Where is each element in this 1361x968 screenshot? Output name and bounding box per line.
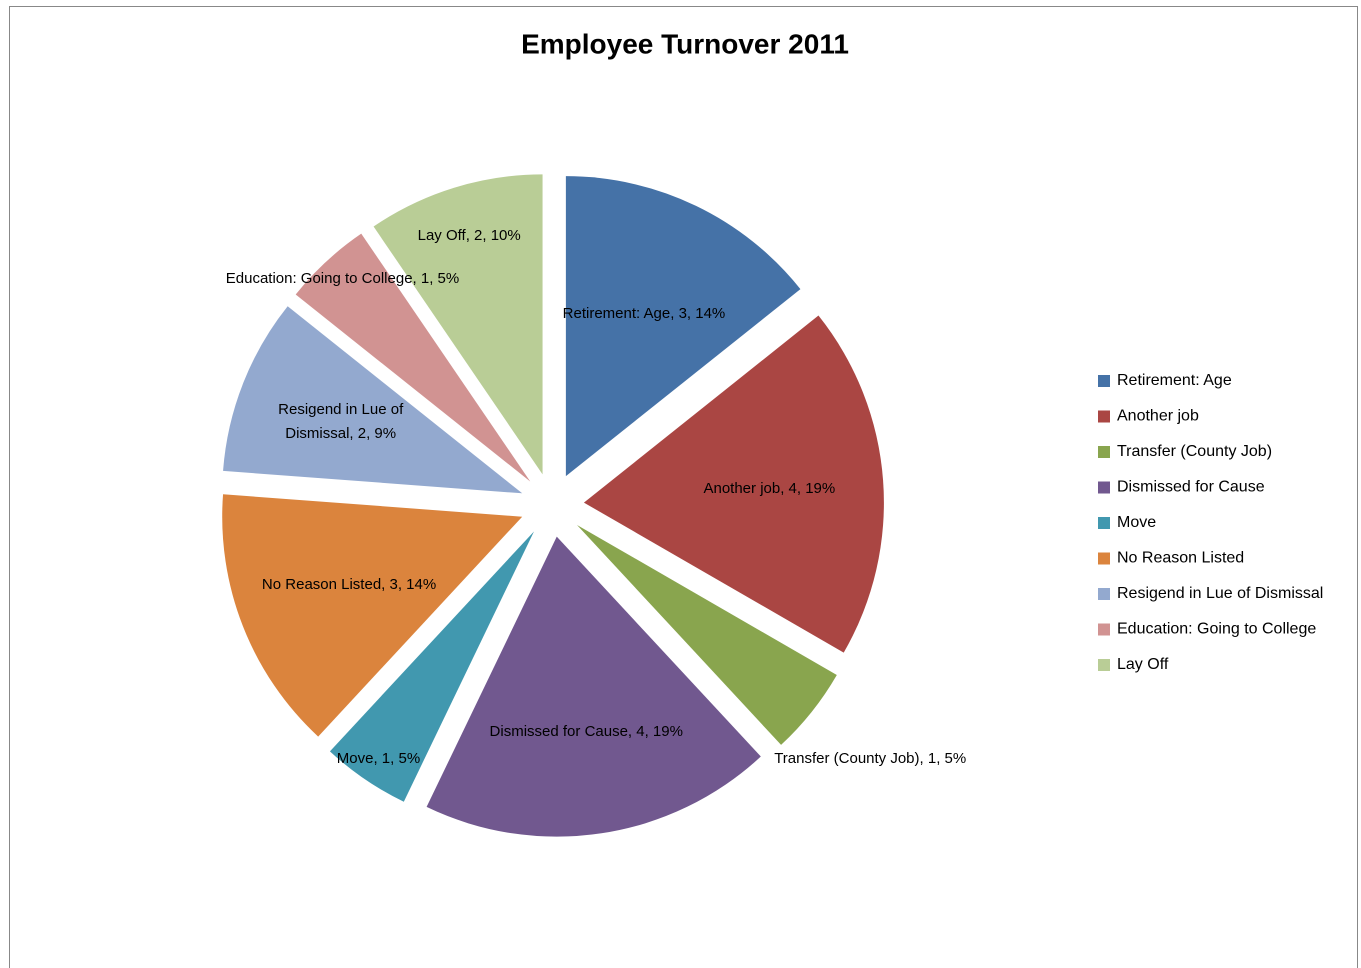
legend-label: Move	[1117, 514, 1156, 531]
data-label: Transfer (County Job), 1, 5%	[774, 749, 967, 767]
legend-label: Retirement: Age	[1117, 372, 1232, 389]
legend-label: Another job	[1117, 408, 1199, 425]
legend-label: Dismissed for Cause	[1117, 479, 1265, 496]
data-label: Lay Off, 2, 10%	[417, 227, 521, 245]
pie-slice	[577, 524, 837, 745]
pie-slice	[426, 536, 761, 837]
pie-slice	[295, 233, 531, 482]
legend-swatch	[1098, 552, 1110, 565]
pie-slice	[373, 174, 543, 475]
legend-swatch	[1098, 446, 1110, 458]
data-label: No Reason Listed, 3, 14%	[261, 575, 437, 593]
legend-swatch	[1098, 481, 1110, 494]
legend-swatch	[1098, 623, 1110, 636]
data-label: Move, 1, 5%	[336, 750, 421, 768]
legend-swatch	[1098, 410, 1110, 423]
legend-label: Transfer (County Job)	[1117, 443, 1272, 460]
data-label: Retirement: Age, 3, 14%	[562, 304, 726, 322]
pie-slice	[329, 531, 534, 802]
legend-label: Education: Going to College	[1117, 621, 1316, 638]
pie-slice	[223, 306, 523, 494]
pie-slice	[583, 315, 884, 653]
legend-label: Lay Off	[1117, 656, 1169, 673]
legend-label: No Reason Listed	[1117, 550, 1244, 567]
pie-slice	[565, 176, 801, 477]
data-label: Another job, 4, 19%	[703, 479, 836, 497]
chart-title: Employee Turnover 2011	[521, 28, 849, 59]
legend-swatch	[1098, 375, 1110, 387]
data-label: Resigend in Lue of Dismissal, 2, 9%	[278, 401, 404, 443]
legend-label: Resigend in Lue of Dismissal	[1117, 585, 1323, 602]
legend-swatch	[1098, 588, 1110, 600]
data-label: Dismissed for Cause, 4, 19%	[489, 723, 683, 741]
legend-swatch	[1098, 517, 1110, 529]
legend-swatch	[1098, 659, 1110, 671]
pie-slice	[222, 494, 523, 737]
data-label: Education: Going to College, 1, 5%	[225, 270, 460, 288]
